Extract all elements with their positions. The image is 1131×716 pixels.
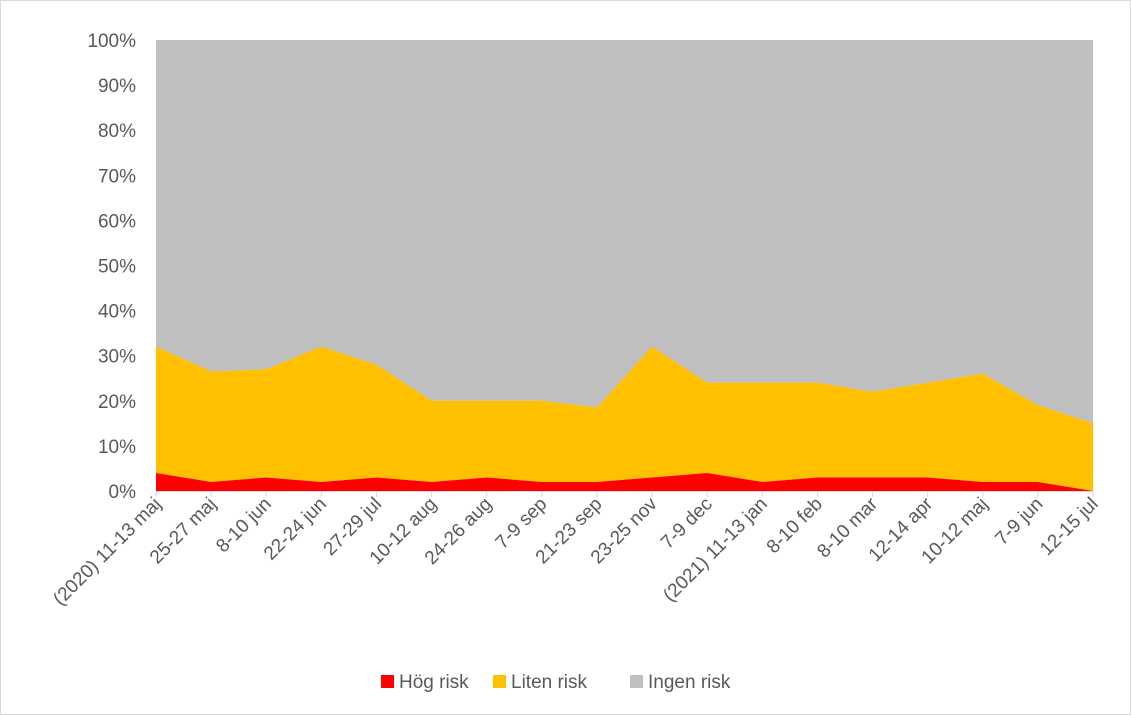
y-tick-label: 30% <box>98 347 136 368</box>
legend-swatch <box>381 675 394 688</box>
area-series-hog-risk <box>156 472 1093 491</box>
legend: Hög risk Liten risk Ingen risk <box>381 672 731 693</box>
axis-layer <box>155 491 1094 497</box>
y-tick-label: 90% <box>98 76 136 97</box>
y-tick-label: 100% <box>87 31 136 52</box>
legend-label: Ingen risk <box>648 672 731 693</box>
y-tick-labels: 0% 10% 20% 30% 40% 50% 60% 70% 80% 90% 100% <box>87 31 136 503</box>
y-tick-label: 20% <box>98 392 136 413</box>
legend-label: Liten risk <box>511 672 588 693</box>
legend-label: Hög risk <box>399 672 469 693</box>
y-tick-label: 70% <box>98 166 136 187</box>
x-tick-label: 12-15 jul <box>1036 494 1102 560</box>
legend-item-ingen-risk: Ingen risk <box>630 672 731 693</box>
legend-swatch <box>493 675 506 688</box>
x-tick-label: (2021) 11-13 jan <box>659 494 771 606</box>
area-series-liten-risk <box>156 346 1093 491</box>
y-tick-label: 50% <box>98 257 136 278</box>
y-tick-label: 60% <box>98 211 136 232</box>
legend-item-liten-risk: Liten risk <box>493 672 588 693</box>
y-tick-label: 40% <box>98 302 136 323</box>
legend-swatch <box>630 675 643 688</box>
y-tick-label: 80% <box>98 121 136 142</box>
y-tick-label: 0% <box>109 482 137 503</box>
area-series-ingen-risk <box>156 40 1093 424</box>
y-tick-label: 10% <box>98 437 136 458</box>
legend-item-hog-risk: Hög risk <box>381 672 469 693</box>
area-layer <box>156 40 1093 491</box>
